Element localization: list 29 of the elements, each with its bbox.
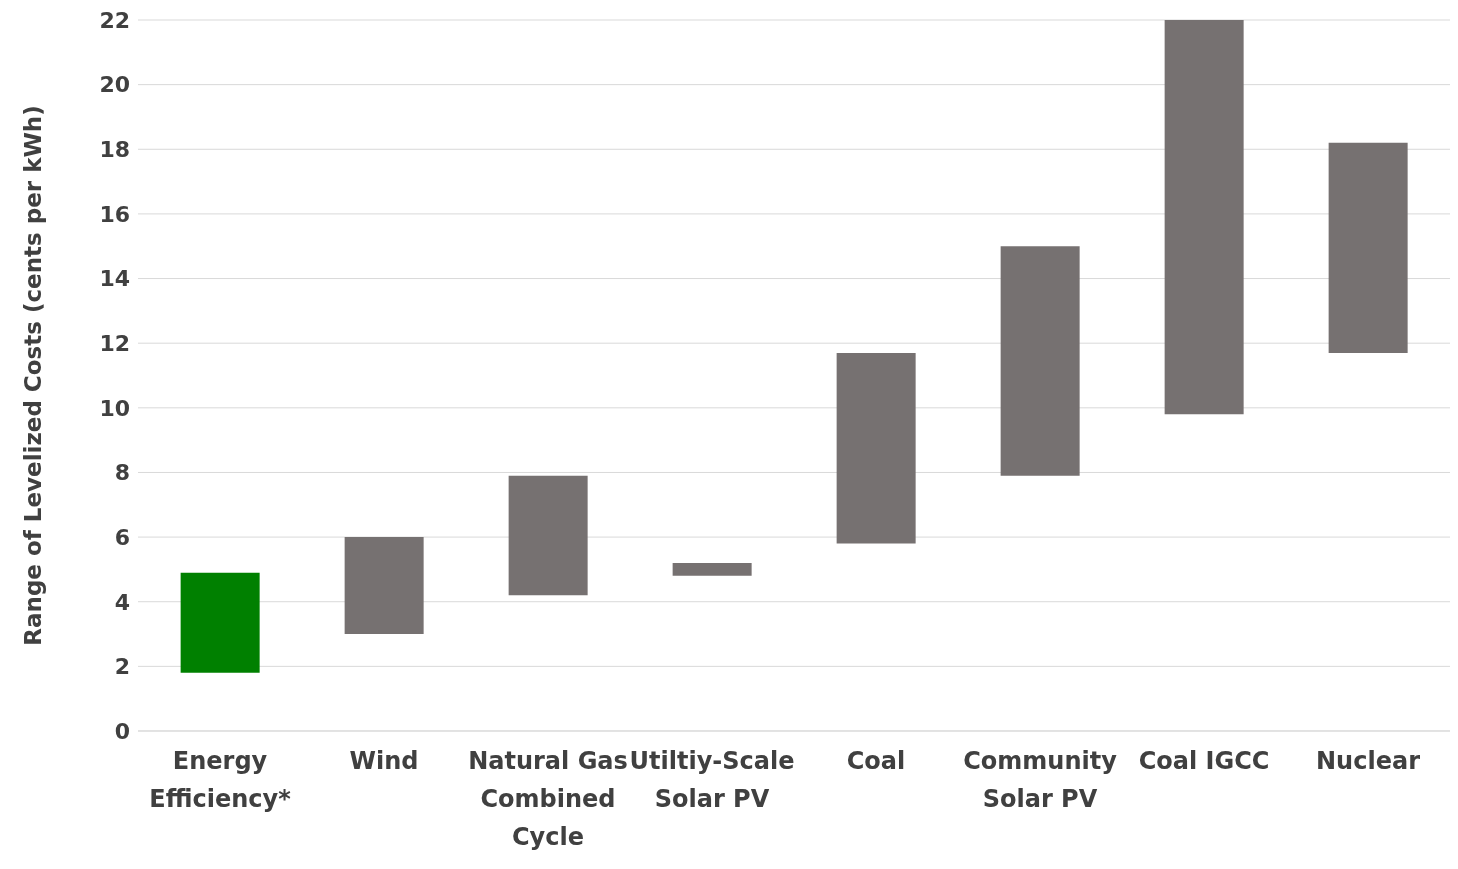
y-tick-label: 4 [114,589,130,615]
y-tick-label: 0 [114,718,130,744]
y-tick-label: 20 [99,72,130,98]
bar [1000,246,1080,476]
y-tick-label: 22 [99,7,130,33]
x-tick-label: Coal [846,747,906,775]
bar [1164,20,1244,415]
x-tick-label: Wind [349,747,419,775]
bar [344,537,424,635]
y-tick-label: 14 [99,266,130,292]
x-tick-label: Natural Gas Combined Cycle [468,747,628,851]
bar [836,352,916,544]
y-tick-label: 6 [114,524,130,550]
y-tick-label: 16 [99,201,130,227]
y-axis-title: Range of Levelized Costs (cents per kWh) [20,105,47,646]
x-tick-label: Nuclear [1316,747,1421,775]
bar [1328,142,1408,353]
x-tick-label: Energy Efficiency* [149,747,292,813]
y-tick-label: 18 [99,137,130,163]
y-tick-label: 12 [99,330,130,356]
x-tick-label: Community Solar PV [963,747,1118,813]
x-tick-label: Coal IGCC [1138,747,1270,775]
x-tick-label: Utiltiy-Scale Solar PV [629,747,795,813]
bar [508,475,588,596]
y-tick-label: 2 [114,654,130,680]
bar [180,572,260,673]
y-tick-label: 10 [99,395,130,421]
y-tick-label: 8 [114,460,130,486]
bar [672,562,752,576]
